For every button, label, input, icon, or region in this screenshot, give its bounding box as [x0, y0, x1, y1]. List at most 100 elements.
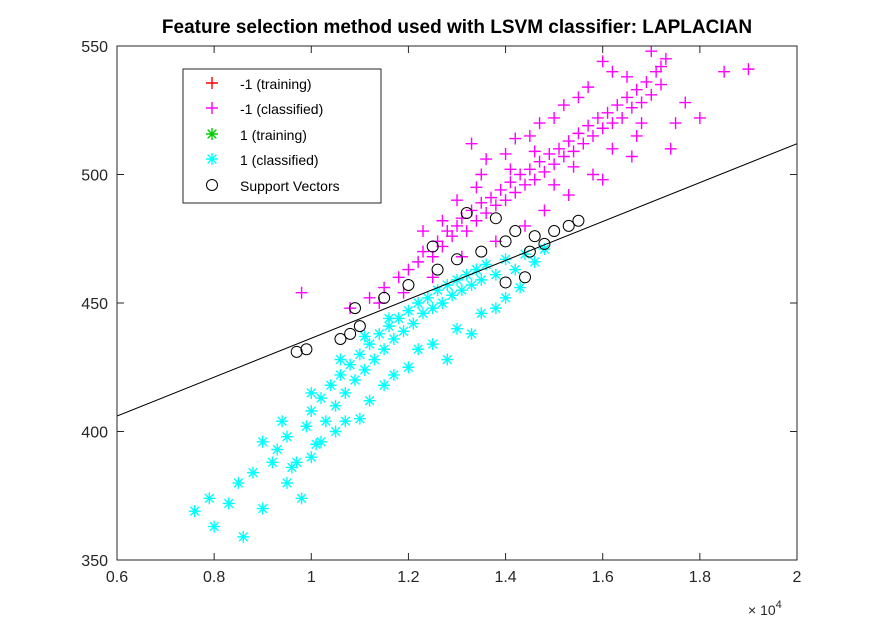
data-point-positive: [451, 322, 463, 335]
data-point-negative: [601, 106, 614, 119]
data-point-positive: [349, 374, 361, 387]
data-point-negative: [412, 255, 425, 268]
data-point-negative: [548, 178, 561, 191]
y-tick-label: 500: [81, 168, 108, 185]
data-point-negative: [378, 281, 391, 294]
support-vector: [460, 207, 473, 220]
support-vector: [349, 302, 361, 315]
data-point-positive: [222, 497, 235, 510]
support-vector: [451, 253, 463, 266]
data-point-negative: [397, 286, 410, 299]
support-vector: [426, 240, 439, 253]
data-point-negative: [562, 135, 575, 148]
data-point-negative: [426, 271, 439, 284]
data-point-negative: [645, 88, 658, 101]
data-point-negative: [392, 271, 405, 284]
data-point-positive: [315, 392, 327, 405]
data-point-positive: [426, 302, 439, 315]
data-point-positive: [310, 438, 323, 451]
support-vector: [523, 245, 536, 258]
data-point-positive: [295, 492, 308, 505]
data-point-positive: [266, 456, 279, 469]
data-point-negative: [480, 207, 493, 220]
legend-markers: [206, 77, 218, 191]
data-point-positive: [329, 399, 342, 412]
data-point-positive: [203, 492, 216, 505]
data-point-positive: [315, 435, 327, 448]
data-point-positive: [412, 343, 425, 356]
data-point-positive: [358, 330, 371, 343]
legend-marker-circle: [206, 179, 218, 191]
legend-label-neg-training: -1 (training): [240, 76, 312, 92]
data-point-negative: [523, 163, 536, 176]
data-point-positive: [417, 307, 429, 320]
legend-label-support-vectors: Support Vectors: [240, 178, 340, 194]
data-point-negative: [669, 117, 682, 130]
data-point-negative: [567, 160, 580, 173]
data-point-negative: [538, 204, 551, 217]
data-point-positive: [514, 281, 527, 294]
data-point-negative: [494, 183, 507, 196]
data-point-positive: [489, 302, 502, 315]
data-point-negative: [489, 199, 502, 212]
data-point-positive: [344, 358, 357, 371]
data-point-negative: [562, 189, 575, 202]
data-point-positive: [305, 386, 318, 399]
data-point-negative: [485, 191, 497, 204]
data-point-negative: [582, 81, 595, 94]
data-point-negative: [528, 173, 541, 186]
data-point-negative: [591, 111, 604, 124]
legend-marker-plus: [206, 77, 218, 89]
data-point-negative: [451, 219, 463, 232]
data-point-negative: [659, 52, 672, 65]
data-point-negative: [528, 145, 541, 158]
data-point-positive: [305, 451, 318, 464]
data-point-negative: [295, 286, 308, 299]
data-point-positive: [421, 291, 434, 304]
data-point-negative: [606, 117, 619, 130]
data-point-positive: [407, 317, 420, 330]
data-point-positive: [281, 430, 293, 443]
data-point-negative: [655, 60, 667, 73]
x-tick-label: 1: [307, 569, 316, 586]
data-point-negative: [621, 91, 633, 104]
data-point-negative: [596, 173, 609, 186]
data-point-positive: [387, 332, 400, 345]
x-tick-label: 0.6: [106, 569, 128, 586]
data-point-negative: [417, 225, 429, 238]
data-point-positive: [465, 327, 478, 340]
y-tick-label: 400: [81, 425, 108, 442]
data-point-positive: [290, 456, 303, 469]
data-point-positive: [247, 466, 259, 479]
data-point-positive: [441, 353, 454, 366]
plot-marks: [117, 46, 797, 543]
data-point-negative: [577, 137, 590, 150]
x-tick-label: 1.2: [397, 569, 419, 586]
data-point-positive: [387, 368, 400, 381]
data-point-positive: [383, 312, 395, 325]
data-point-positive: [276, 415, 289, 428]
data-point-positive: [353, 412, 366, 425]
data-point-negative: [664, 142, 677, 155]
data-point-negative: [519, 219, 531, 232]
data-point-positive: [426, 338, 439, 351]
data-point-negative: [426, 250, 439, 263]
data-point-positive: [383, 320, 395, 333]
data-point-positive: [455, 284, 468, 297]
x-tick-label: 0.8: [203, 569, 225, 586]
data-point-positive: [402, 304, 415, 317]
data-point-negative: [417, 245, 429, 258]
data-point-negative: [630, 83, 643, 96]
support-vector: [334, 332, 347, 345]
data-point-negative: [611, 99, 624, 112]
chart-title: Feature selection method used with LSVM …: [162, 17, 752, 38]
data-point-negative: [504, 163, 517, 176]
data-point-positive: [465, 279, 478, 292]
data-point-positive: [208, 520, 221, 533]
support-vector: [538, 237, 551, 250]
x-exponent-base: 10: [760, 602, 776, 618]
data-point-negative: [567, 145, 580, 158]
support-vector: [489, 212, 502, 225]
data-point-negative: [557, 99, 570, 112]
